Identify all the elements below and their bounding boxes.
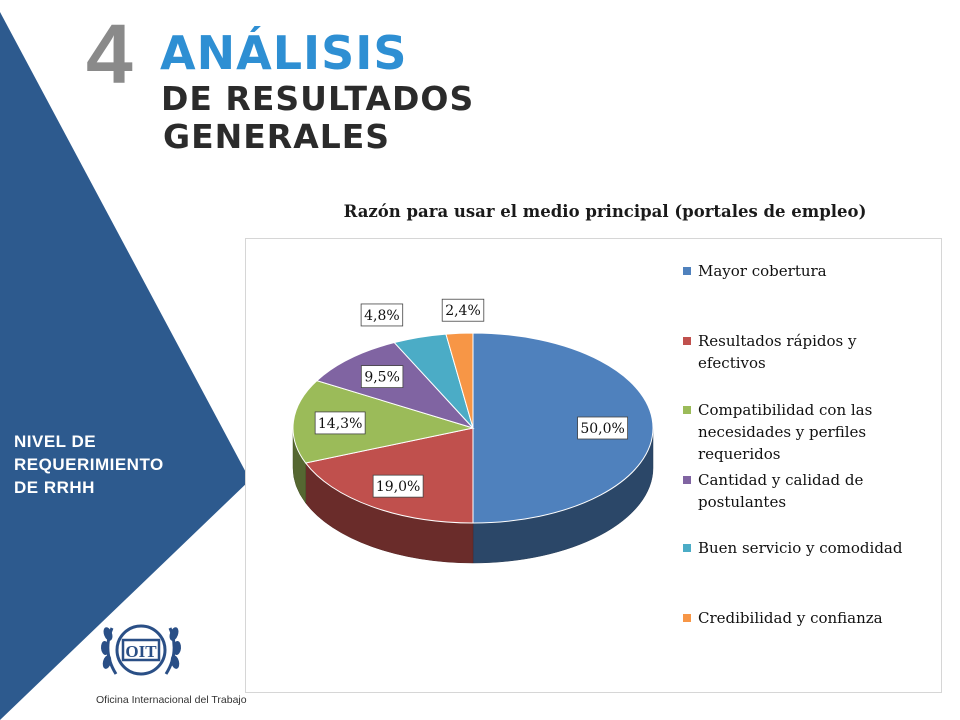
- subtitle-line-1: DE RESULTADOS: [161, 79, 475, 118]
- data-label-1: 19,0%: [372, 474, 424, 498]
- legend-item-5: Credibilidad y confianza: [683, 607, 928, 629]
- svg-text:4,8%: 4,8%: [364, 308, 400, 324]
- data-label-0: 50,0%: [577, 416, 629, 440]
- legend-label-1: Resultados rápidos y efectivos: [698, 332, 857, 372]
- page-title: ANÁLISIS: [160, 26, 408, 80]
- svg-text:9,5%: 9,5%: [364, 370, 400, 386]
- legend-item-1: Resultados rápidos y efectivos: [683, 330, 928, 374]
- svg-text:14,3%: 14,3%: [318, 416, 362, 432]
- section-number: 4: [86, 7, 133, 101]
- sidebar-label-line-2: REQUERIMIENTO: [14, 455, 164, 474]
- svg-text:2,4%: 2,4%: [445, 303, 481, 319]
- data-label-2: 14,3%: [314, 411, 366, 435]
- legend-label-0: Mayor cobertura: [698, 262, 827, 280]
- legend-swatch-0: [683, 267, 691, 275]
- legend-swatch-5: [683, 614, 691, 622]
- legend-label-5: Credibilidad y confianza: [698, 609, 883, 627]
- legend-label-3: Cantidad y calidad de postulantes: [698, 471, 864, 511]
- legend-swatch-4: [683, 544, 691, 552]
- legend-swatch-3: [683, 476, 691, 484]
- oit-logo: OIT Oficina Internacional del Trabajo: [96, 612, 247, 712]
- svg-text:50,0%: 50,0%: [580, 421, 624, 437]
- legend-item-4: Buen servicio y comodidad: [683, 537, 928, 559]
- oit-logo-caption: Oficina Internacional del Trabajo: [96, 694, 247, 706]
- data-label-3: 9,5%: [360, 365, 404, 389]
- svg-text:19,0%: 19,0%: [376, 479, 420, 495]
- data-label-4: 4,8%: [360, 303, 404, 327]
- oit-emblem-icon: OIT: [100, 624, 182, 676]
- pie-slice-2: [292, 380, 474, 464]
- sidebar-label-line-3: DE RRHH: [14, 478, 95, 497]
- page-subtitle: DE RESULTADOS GENERALES: [161, 80, 474, 156]
- legend-swatch-2: [683, 406, 691, 414]
- legend-swatch-1: [683, 337, 691, 345]
- chart-title: Razón para usar el medio principal (port…: [343, 202, 867, 221]
- sidebar-triangle: [0, 12, 250, 720]
- sidebar-label-line-1: NIVEL DE: [14, 432, 97, 451]
- legend-item-3: Cantidad y calidad de postulantes: [683, 469, 928, 513]
- legend-item-2: Compatibilidad con las necesidades y per…: [683, 399, 928, 465]
- legend-item-0: Mayor cobertura: [683, 260, 928, 282]
- subtitle-line-2: GENERALES: [163, 117, 391, 156]
- chart-legend: Mayor cobertura Resultados rápidos y efec…: [683, 260, 933, 635]
- pie-chart: 50,0% 19,0% 14,3% 9,5% 4,8% 2,4%: [292, 298, 654, 564]
- legend-label-4: Buen servicio y comodidad: [698, 539, 903, 557]
- data-label-5: 2,4%: [441, 298, 485, 322]
- sidebar-label: NIVEL DE REQUERIMIENTO DE RRHH: [14, 430, 234, 499]
- legend-label-2: Compatibilidad con las necesidades y per…: [698, 401, 873, 463]
- oit-logo-text: OIT: [125, 642, 157, 661]
- pie-slice-0: [472, 332, 654, 524]
- pie-slice-5: [445, 332, 474, 429]
